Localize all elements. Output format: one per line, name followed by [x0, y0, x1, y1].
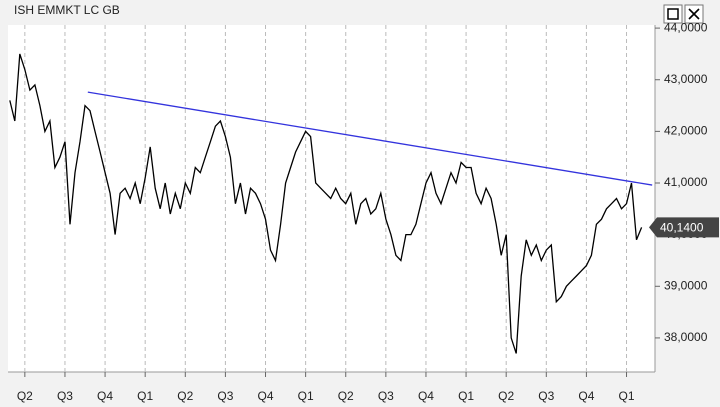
x-tick-label: Q4 — [258, 389, 274, 403]
maximize-button[interactable] — [663, 4, 683, 24]
x-tick-label: Q1 — [137, 389, 153, 403]
x-tick-label: Q3 — [57, 389, 73, 403]
x-tick-label: Q3 — [538, 389, 554, 403]
x-tick-label: Q1 — [619, 389, 635, 403]
plot-area — [8, 25, 655, 372]
trendline — [87, 91, 653, 186]
last-price-tag — [649, 217, 719, 238]
x-tick-label: Q1 — [458, 389, 474, 403]
y-tick-label: 39,0000 — [664, 278, 708, 292]
x-tick-label: Q3 — [378, 389, 394, 403]
x-tick-label: Q2 — [17, 389, 33, 403]
y-tick-label: 41,0000 — [664, 175, 708, 189]
y-tick-label: 43,0000 — [664, 72, 708, 86]
price-line — [9, 53, 643, 354]
x-tick-label: Q4 — [578, 389, 594, 403]
x-tick-label: Q4 — [97, 389, 113, 403]
y-tick-label: 44,0000 — [664, 20, 708, 34]
x-tick-label: Q3 — [217, 389, 233, 403]
chart-title: ISH EMMKT LC GB — [14, 3, 120, 17]
last-price-label: 40,1400 — [660, 221, 704, 235]
x-tick-label: Q2 — [177, 389, 193, 403]
x-tick-label: Q2 — [338, 389, 354, 403]
x-tick-label: Q4 — [418, 389, 434, 403]
y-tick-label: 38,0000 — [664, 330, 708, 344]
close-icon — [688, 8, 700, 20]
y-tick-label: 42,0000 — [664, 124, 708, 138]
x-tick-label: Q1 — [298, 389, 314, 403]
x-tick-label: Q2 — [498, 389, 514, 403]
close-button[interactable] — [684, 4, 704, 24]
maximize-icon — [667, 8, 679, 20]
